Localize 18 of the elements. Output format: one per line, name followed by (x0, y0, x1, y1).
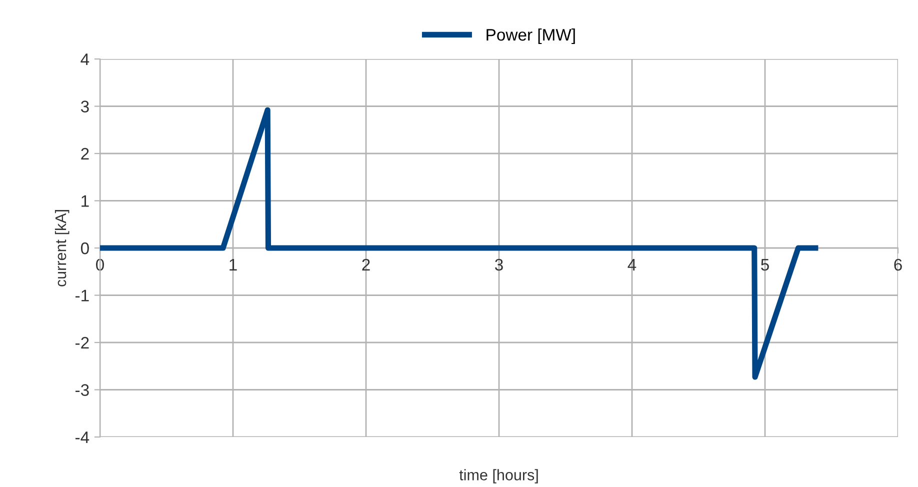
y-tick-label: -2 (76, 336, 89, 349)
y-axis-title: current [kA] (54, 210, 70, 286)
y-tick-label: 4 (80, 54, 90, 66)
x-tick-label: 1 (230, 259, 237, 270)
x-tick-label: 3 (495, 258, 503, 271)
y-tick-label: 3 (80, 100, 89, 112)
x-tick-label: 6 (894, 258, 902, 271)
y-tick-label: -3 (76, 384, 89, 396)
y-tick-label: -1 (76, 290, 89, 302)
x-tick-label: 4 (628, 259, 636, 270)
y-tick-label: 2 (81, 148, 89, 160)
x-tick-label: 2 (362, 258, 370, 270)
y-tick-label: 1 (82, 195, 89, 207)
y-tick-label: -4 (76, 432, 90, 444)
y-tick-label: 0 (80, 242, 89, 254)
x-axis-title: time [hours] (459, 469, 538, 484)
x-tick-label: 5 (761, 259, 769, 271)
legend-label: Power [MW] (486, 28, 575, 44)
